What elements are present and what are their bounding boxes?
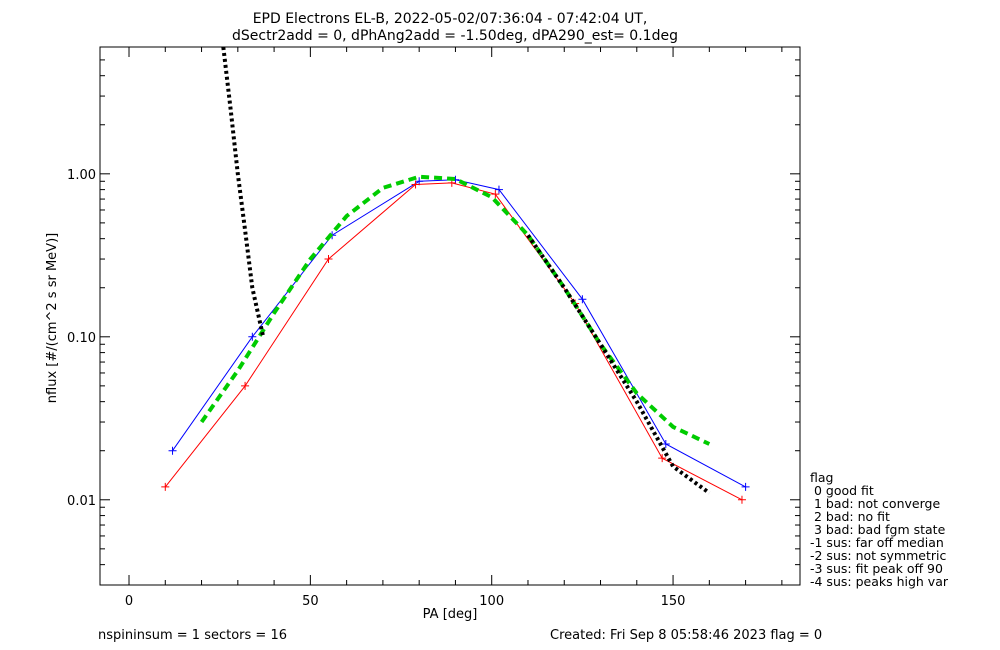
footer-left-text: nspininsum = 1 sectors = 16 <box>98 628 287 643</box>
legend-item: -1 sus: far off median <box>810 535 944 550</box>
data-point-marker <box>411 180 420 189</box>
data-point-marker <box>241 381 250 390</box>
legend-item: -2 sus: not symmetric <box>810 548 946 563</box>
series-line-3 <box>199 174 711 446</box>
data-layer <box>161 47 750 504</box>
series-line-2 <box>164 182 743 501</box>
plot-border <box>99 46 801 586</box>
x-tick-label: 50 <box>302 594 319 609</box>
plot-frame <box>99 46 801 586</box>
x-axis-label: PA [deg] <box>423 607 478 622</box>
legend-item: 2 bad: no fit <box>810 509 890 524</box>
data-point-marker <box>578 295 587 304</box>
footer-right-text: Created: Fri Sep 8 05:58:46 2023 flag = … <box>550 628 822 643</box>
series-line-4 <box>221 47 266 338</box>
ticks-layer: 0 50 100 150 0.01 0.10 1.00 <box>67 46 800 609</box>
x-tick-label: 0 <box>125 594 133 609</box>
chart-subtitle: dSectr2add = 0, dPhAng2add = -1.50deg, d… <box>232 28 678 44</box>
y-tick-label: 0.10 <box>67 331 96 346</box>
data-point-marker <box>494 185 503 194</box>
x-tick-label: 150 <box>661 594 686 609</box>
data-point-marker <box>658 454 667 463</box>
legend-item: 3 bad: bad fgm state <box>810 522 946 537</box>
legend-item: 1 bad: not converge <box>810 496 940 511</box>
data-point-marker <box>161 482 170 491</box>
y-axis-label: nflux [#/(cm^2 s sr MeV)] <box>45 233 60 403</box>
chart-title: EPD Electrons EL-B, 2022-05-02/07:36:04 … <box>253 11 648 27</box>
legend-item: 0 good fit <box>810 483 874 498</box>
legend-item: flag <box>810 470 833 485</box>
data-point-marker <box>661 439 670 448</box>
data-point-marker <box>491 190 500 199</box>
flag-legend: flag 0 good fit 1 bad: not converge 2 ba… <box>810 470 949 589</box>
x-tick-label: 100 <box>479 594 504 609</box>
legend-item: -3 sus: fit peak off 90 <box>810 561 943 576</box>
y-tick-label: 0.01 <box>67 494 96 509</box>
data-point-marker <box>741 482 750 491</box>
data-point-marker <box>737 495 746 504</box>
data-point-marker <box>324 255 333 264</box>
data-point-marker <box>168 446 177 455</box>
data-point-marker <box>248 332 257 341</box>
legend-item: -4 sus: peaks high var <box>810 574 949 589</box>
series-line-5 <box>526 234 711 495</box>
y-tick-label: 1.00 <box>67 168 96 183</box>
series-line-1 <box>172 179 746 488</box>
